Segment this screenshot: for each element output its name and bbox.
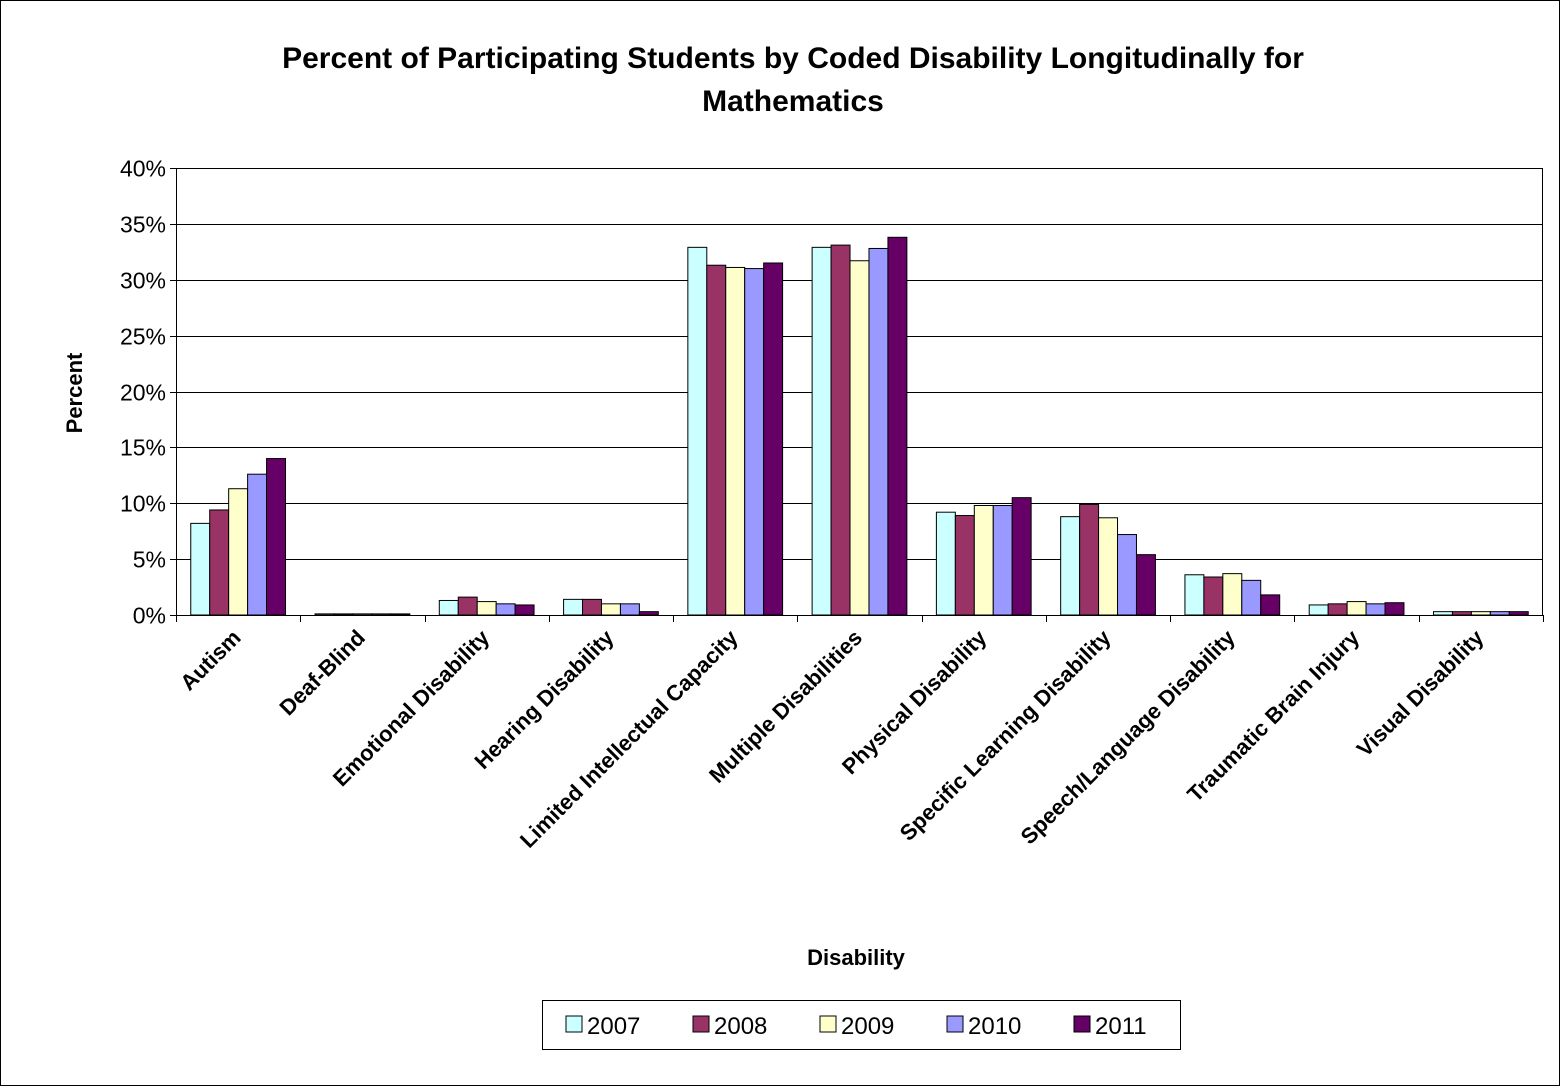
- bar-2010-3: [619, 603, 640, 616]
- bar-2011-7: [1135, 554, 1156, 616]
- bar-2011-5: [887, 236, 908, 616]
- bar-2009-9: [1346, 601, 1367, 616]
- bar-2009-1: [352, 613, 373, 616]
- bar-2010-7: [1117, 534, 1137, 616]
- bar-2009-7: [1098, 517, 1119, 616]
- bar-2007-8: [1184, 574, 1205, 616]
- bar-2010-0: [247, 473, 268, 616]
- bar-2011-10: [1508, 611, 1529, 616]
- legend-label-2009: 2009: [841, 1013, 894, 1040]
- chart-title-line-1: Percent of Participating Students by Cod…: [282, 42, 1304, 75]
- bar-2010-9: [1365, 603, 1386, 616]
- legend-swatch-2009: [819, 1015, 837, 1033]
- bar-2008-4: [706, 264, 727, 616]
- bar-2008-2: [457, 596, 478, 616]
- bar-2010-10: [1489, 611, 1510, 616]
- bar-2009-0: [228, 488, 249, 616]
- bar-2011-1: [390, 613, 411, 616]
- bar-2009-5: [849, 260, 870, 616]
- bar-2009-6: [973, 504, 994, 616]
- legend-label-2011: 2011: [1095, 1013, 1147, 1040]
- bar-2009-3: [600, 603, 621, 616]
- y-axis-title: Percent: [62, 352, 87, 433]
- bar-2008-6: [954, 515, 975, 616]
- bar-2009-4: [725, 266, 746, 616]
- y-tick-label: 5%: [133, 547, 166, 573]
- bar-2008-7: [1079, 503, 1100, 616]
- legend-swatch-2011: [1073, 1015, 1091, 1033]
- bar-2011-9: [1384, 602, 1405, 616]
- y-tick-label: 20%: [120, 380, 166, 406]
- bar-2007-7: [1060, 516, 1081, 616]
- bar-2007-6: [935, 511, 956, 616]
- bar-2011-2: [514, 604, 535, 616]
- x-axis-title: Disability: [807, 945, 906, 970]
- y-tick-label: 35%: [120, 212, 166, 238]
- bar-2009-2: [476, 601, 497, 616]
- bar-2007-10: [1432, 611, 1453, 616]
- bar-2008-3: [582, 598, 602, 616]
- bar-2011-8: [1260, 594, 1281, 616]
- legend-swatch-2007: [565, 1015, 583, 1033]
- bar-2010-6: [992, 504, 1013, 616]
- y-tick-label: 40%: [120, 156, 166, 182]
- chart-title-line-2: Mathematics: [702, 85, 884, 118]
- legend-swatch-2008: [692, 1015, 710, 1033]
- bar-2007-5: [811, 246, 832, 616]
- bar-2008-0: [209, 509, 230, 616]
- bar-2008-9: [1327, 603, 1348, 616]
- y-tick-label: 25%: [120, 324, 166, 350]
- bar-2009-8: [1222, 573, 1243, 616]
- bar-2008-8: [1203, 576, 1224, 616]
- bar-2008-5: [830, 244, 851, 616]
- y-tick-label: 30%: [120, 268, 166, 294]
- y-tick-label: 15%: [120, 435, 166, 461]
- bar-2011-3: [638, 611, 659, 616]
- bar-2011-4: [763, 262, 784, 616]
- legend-label-2010: 2010: [968, 1013, 1021, 1040]
- legend-label-2007: 2007: [587, 1013, 640, 1040]
- bar-2008-10: [1451, 611, 1472, 616]
- bar-2007-4: [687, 246, 708, 616]
- bar-2010-4: [744, 268, 765, 616]
- legend-swatch-2010: [946, 1015, 964, 1033]
- bar-2010-2: [495, 603, 516, 616]
- bar-2010-5: [868, 247, 889, 616]
- bar-2011-0: [266, 458, 287, 616]
- bar-2010-8: [1241, 579, 1262, 616]
- bar-2007-9: [1308, 604, 1329, 616]
- bar-2007-3: [563, 598, 584, 616]
- bar-2009-10: [1470, 611, 1491, 616]
- legend-label-2008: 2008: [714, 1013, 767, 1040]
- y-tick-label: 0%: [133, 603, 166, 629]
- y-tick-label: 10%: [120, 491, 166, 517]
- bar-2008-1: [333, 613, 354, 616]
- bar-2007-0: [190, 522, 211, 616]
- bar-2007-2: [438, 599, 459, 616]
- bar-2011-6: [1011, 497, 1032, 616]
- bar-2007-1: [314, 613, 335, 616]
- legend: 2007 2008 2009 2010 2011: [542, 1000, 1181, 1050]
- bar-2010-1: [371, 613, 392, 616]
